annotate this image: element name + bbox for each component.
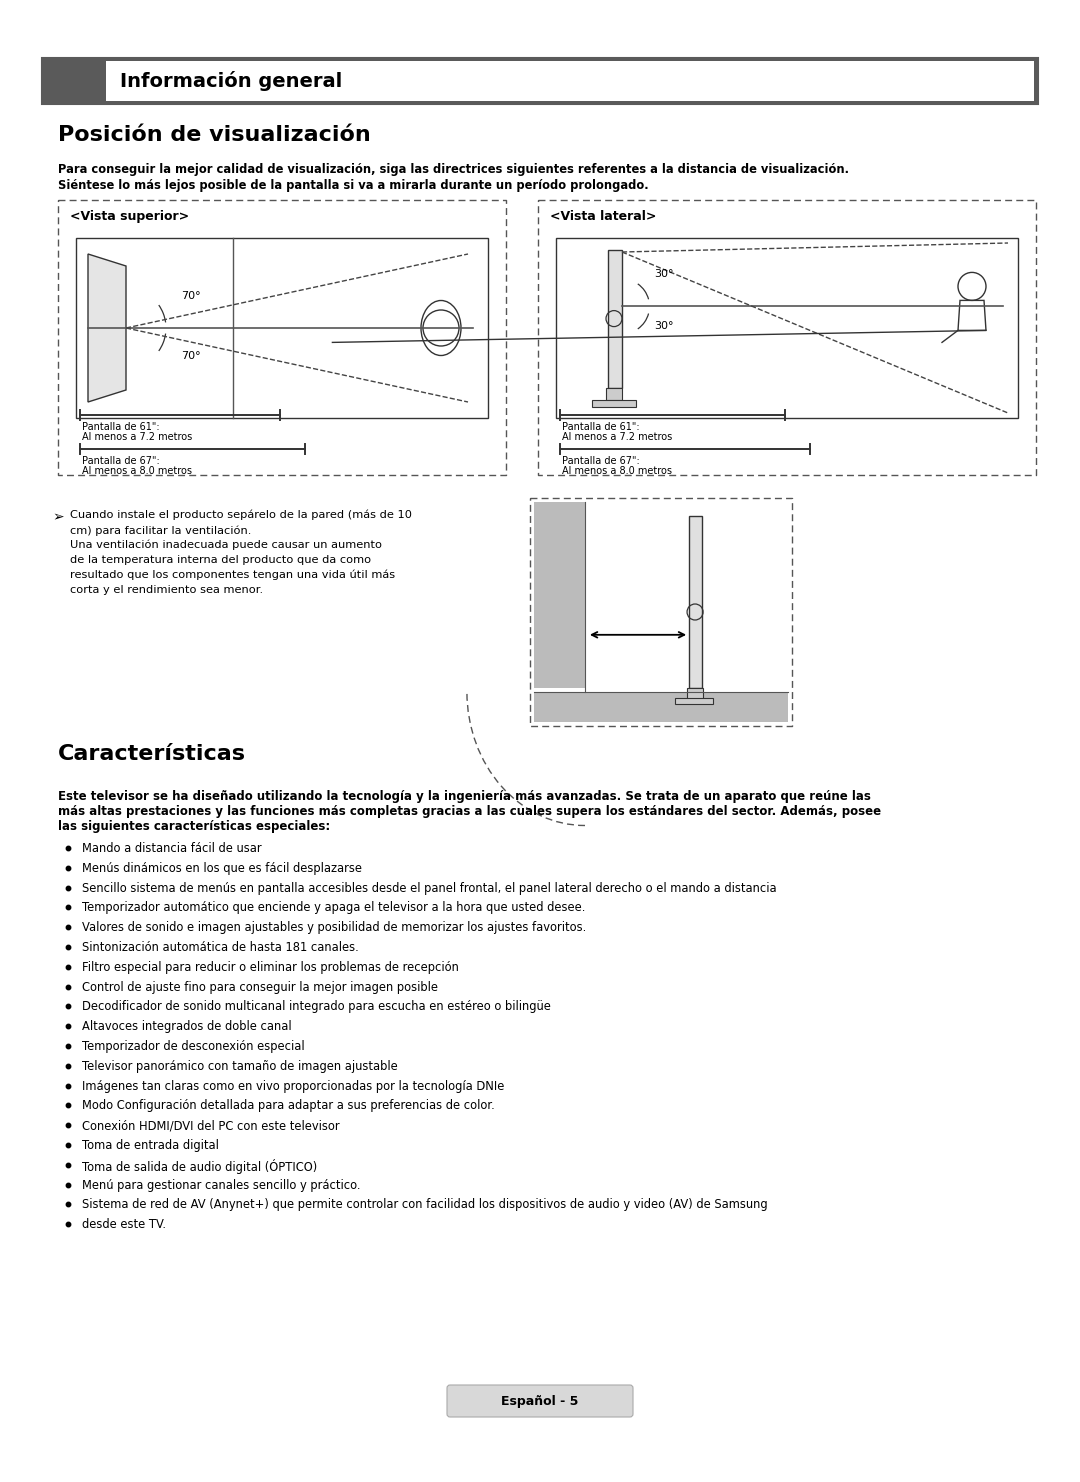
FancyBboxPatch shape <box>447 1386 633 1417</box>
Text: Al menos a 7.2 metros: Al menos a 7.2 metros <box>562 431 672 442</box>
Text: Filtro especial para reducir o eliminar los problemas de recepción: Filtro especial para reducir o eliminar … <box>82 960 459 974</box>
Text: Cuando instale el producto sepárelo de la pared (más de 10: Cuando instale el producto sepárelo de l… <box>70 510 411 520</box>
Text: Temporizador automático que enciende y apaga el televisor a la hora que usted de: Temporizador automático que enciende y a… <box>82 901 585 914</box>
Text: <Vista superior>: <Vista superior> <box>70 210 189 222</box>
Text: Decodificador de sonido multicanal integrado para escucha en estéreo o bilingüe: Decodificador de sonido multicanal integ… <box>82 1000 551 1014</box>
Text: Pantalla de 67":: Pantalla de 67": <box>562 456 643 465</box>
Text: Para conseguir la mejor calidad de visualización, siga las directrices siguiente: Para conseguir la mejor calidad de visua… <box>58 163 849 176</box>
Bar <box>689 516 702 688</box>
Bar <box>556 239 1018 418</box>
Text: Al menos a 8.0 metros: Al menos a 8.0 metros <box>82 465 192 476</box>
Text: desde este TV.: desde este TV. <box>82 1218 166 1232</box>
Text: Temporizador de desconexión especial: Temporizador de desconexión especial <box>82 1040 305 1054</box>
Bar <box>592 400 636 408</box>
Text: Este televisor se ha diseñado utilizando la tecnología y la ingeniería más avanz: Este televisor se ha diseñado utilizando… <box>58 790 870 803</box>
Polygon shape <box>87 253 126 402</box>
Text: Televisor panorámico con tamaño de imagen ajustable: Televisor panorámico con tamaño de image… <box>82 1060 397 1073</box>
Text: 30°: 30° <box>654 322 674 332</box>
Bar <box>687 688 703 700</box>
Text: Modo Configuración detallada para adaptar a sus preferencias de color.: Modo Configuración detallada para adapta… <box>82 1100 495 1113</box>
Text: de la temperatura interna del producto que da como: de la temperatura interna del producto q… <box>70 554 372 565</box>
Text: Al menos a 7.2 metros: Al menos a 7.2 metros <box>82 431 192 442</box>
Text: Una ventilación inadecuada puede causar un aumento: Una ventilación inadecuada puede causar … <box>70 539 382 550</box>
Text: Información general: Información general <box>120 71 342 90</box>
Text: Control de ajuste fino para conseguir la mejor imagen posible: Control de ajuste fino para conseguir la… <box>82 981 438 993</box>
Text: Menús dinámicos en los que es fácil desplazarse: Menús dinámicos en los que es fácil desp… <box>82 863 362 874</box>
Bar <box>608 250 622 388</box>
Bar <box>534 692 788 722</box>
Text: Pantalla de 61":: Pantalla de 61": <box>82 422 163 431</box>
Text: Pantalla de 61":: Pantalla de 61": <box>562 422 643 431</box>
Text: Español - 5: Español - 5 <box>501 1395 579 1408</box>
Text: Valores de sonido e imagen ajustables y posibilidad de memorizar los ajustes fav: Valores de sonido e imagen ajustables y … <box>82 922 586 934</box>
Text: Imágenes tan claras como en vivo proporcionadas por la tecnología DNIe: Imágenes tan claras como en vivo proporc… <box>82 1079 504 1092</box>
Text: Menú para gestionar canales sencillo y práctico.: Menú para gestionar canales sencillo y p… <box>82 1178 361 1192</box>
Text: Conexión HDMI/DVI del PC con este televisor: Conexión HDMI/DVI del PC con este televi… <box>82 1119 339 1132</box>
Text: Características: Características <box>58 744 246 765</box>
Bar <box>42 58 1038 104</box>
Text: 70°: 70° <box>181 290 201 301</box>
Text: Pantalla de 67":: Pantalla de 67": <box>82 456 163 465</box>
Text: 30°: 30° <box>654 270 674 280</box>
Text: Siéntese lo más lejos posible de la pantalla si va a mirarla durante un período : Siéntese lo más lejos posible de la pant… <box>58 179 649 193</box>
Text: ➢: ➢ <box>52 510 64 525</box>
Text: las siguientes características especiales:: las siguientes características especiale… <box>58 820 330 833</box>
Text: resultado que los componentes tengan una vida útil más: resultado que los componentes tengan una… <box>70 571 395 581</box>
Text: 70°: 70° <box>181 351 201 362</box>
Text: Altavoces integrados de doble canal: Altavoces integrados de doble canal <box>82 1020 292 1033</box>
Text: cm) para facilitar la ventilación.: cm) para facilitar la ventilación. <box>70 525 252 535</box>
Text: <Vista lateral>: <Vista lateral> <box>550 210 657 222</box>
Text: Posición de visualización: Posición de visualización <box>58 124 370 145</box>
Text: Sistema de red de AV (Anynet+) que permite controlar con facilidad los dispositi: Sistema de red de AV (Anynet+) que permi… <box>82 1199 768 1211</box>
Bar <box>606 388 622 400</box>
Text: Al menos a 8.0 metros: Al menos a 8.0 metros <box>562 465 672 476</box>
Text: Toma de salida de audio digital (ÓPTICO): Toma de salida de audio digital (ÓPTICO) <box>82 1159 318 1174</box>
Bar <box>76 239 488 418</box>
Bar <box>534 502 585 688</box>
Text: Sintonización automática de hasta 181 canales.: Sintonización automática de hasta 181 ca… <box>82 941 359 954</box>
Text: corta y el rendimiento sea menor.: corta y el rendimiento sea menor. <box>70 585 264 594</box>
Text: Toma de entrada digital: Toma de entrada digital <box>82 1140 219 1152</box>
Text: Sencillo sistema de menús en pantalla accesibles desde el panel frontal, el pane: Sencillo sistema de menús en pantalla ac… <box>82 882 777 895</box>
Bar <box>106 61 1034 101</box>
Text: Mando a distancia fácil de usar: Mando a distancia fácil de usar <box>82 842 261 855</box>
Bar <box>675 698 713 704</box>
Text: más altas prestaciones y las funciones más completas gracias a las cuales supera: más altas prestaciones y las funciones m… <box>58 805 881 818</box>
